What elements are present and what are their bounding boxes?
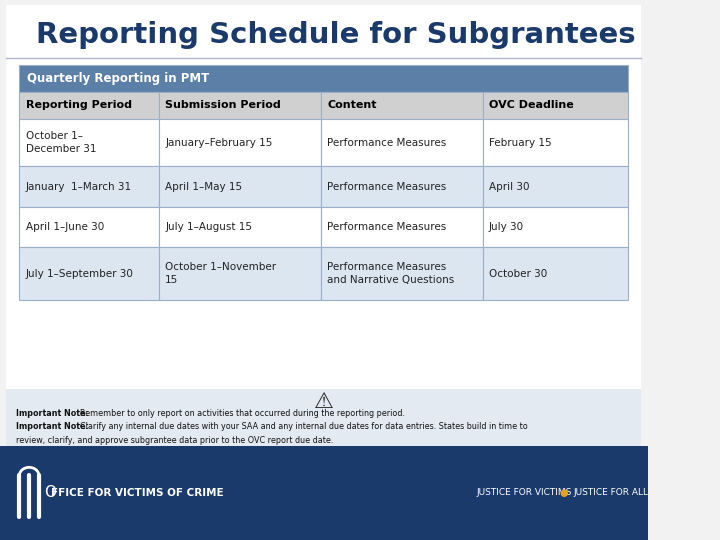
Text: Performance Measures: Performance Measures — [327, 222, 446, 232]
Text: Performance Measures: Performance Measures — [327, 181, 446, 192]
Text: April 1–June 30: April 1–June 30 — [26, 222, 104, 232]
FancyBboxPatch shape — [19, 65, 629, 92]
FancyBboxPatch shape — [320, 166, 482, 207]
Text: ⚠: ⚠ — [314, 392, 334, 411]
Text: Clarify any internal due dates with your SAA and any internal due dates for data: Clarify any internal due dates with your… — [80, 422, 528, 431]
Text: January–February 15: January–February 15 — [165, 138, 273, 147]
Text: Reporting Period: Reporting Period — [26, 100, 132, 110]
Text: October 1–
December 31: October 1– December 31 — [26, 131, 96, 154]
FancyBboxPatch shape — [19, 247, 158, 300]
Text: JUSTICE FOR ALL: JUSTICE FOR ALL — [573, 488, 648, 497]
FancyBboxPatch shape — [158, 166, 320, 207]
Text: April 30: April 30 — [489, 181, 529, 192]
FancyBboxPatch shape — [19, 207, 158, 247]
FancyBboxPatch shape — [19, 92, 158, 119]
Text: October 30: October 30 — [489, 269, 547, 279]
FancyBboxPatch shape — [158, 92, 320, 119]
FancyBboxPatch shape — [19, 119, 158, 166]
FancyBboxPatch shape — [482, 166, 629, 207]
FancyBboxPatch shape — [158, 247, 320, 300]
FancyBboxPatch shape — [158, 207, 320, 247]
Text: February 15: February 15 — [489, 138, 552, 147]
FancyBboxPatch shape — [482, 207, 629, 247]
Text: Performance Measures
and Narrative Questions: Performance Measures and Narrative Quest… — [327, 262, 454, 285]
Text: OVC Deadline: OVC Deadline — [489, 100, 574, 110]
Text: July 1–August 15: July 1–August 15 — [165, 222, 252, 232]
Text: Performance Measures: Performance Measures — [327, 138, 446, 147]
Text: Content: Content — [327, 100, 377, 110]
Text: Reporting Schedule for Subgrantees: Reporting Schedule for Subgrantees — [35, 21, 635, 49]
FancyBboxPatch shape — [0, 446, 648, 540]
FancyBboxPatch shape — [320, 92, 482, 119]
FancyBboxPatch shape — [6, 389, 642, 446]
FancyBboxPatch shape — [158, 119, 320, 166]
Text: ●: ● — [559, 488, 568, 498]
Text: April 1–May 15: April 1–May 15 — [165, 181, 243, 192]
Text: Remember to only report on activities that occurred during the reporting period.: Remember to only report on activities th… — [80, 409, 405, 418]
FancyBboxPatch shape — [320, 247, 482, 300]
FancyBboxPatch shape — [320, 207, 482, 247]
Text: FFICE FOR VICTIMS OF CRIME: FFICE FOR VICTIMS OF CRIME — [51, 488, 224, 498]
Text: Quarterly Reporting in PMT: Quarterly Reporting in PMT — [27, 72, 210, 85]
Text: January  1–March 31: January 1–March 31 — [26, 181, 132, 192]
Text: O: O — [44, 485, 56, 500]
Text: October 1–November
15: October 1–November 15 — [165, 262, 276, 285]
Text: July 30: July 30 — [489, 222, 524, 232]
FancyBboxPatch shape — [19, 166, 158, 207]
Text: review, clarify, and approve subgrantee data prior to the OVC report due date.: review, clarify, and approve subgrantee … — [16, 436, 333, 445]
Text: July 1–September 30: July 1–September 30 — [26, 269, 134, 279]
FancyBboxPatch shape — [482, 92, 629, 119]
Text: Important Note:: Important Note: — [16, 422, 91, 431]
FancyBboxPatch shape — [320, 119, 482, 166]
FancyBboxPatch shape — [482, 119, 629, 166]
FancyBboxPatch shape — [482, 247, 629, 300]
Text: JUSTICE FOR VICTIMS: JUSTICE FOR VICTIMS — [476, 488, 572, 497]
Text: Important Note:: Important Note: — [16, 409, 91, 418]
FancyBboxPatch shape — [6, 5, 642, 445]
Text: Submission Period: Submission Period — [165, 100, 281, 110]
